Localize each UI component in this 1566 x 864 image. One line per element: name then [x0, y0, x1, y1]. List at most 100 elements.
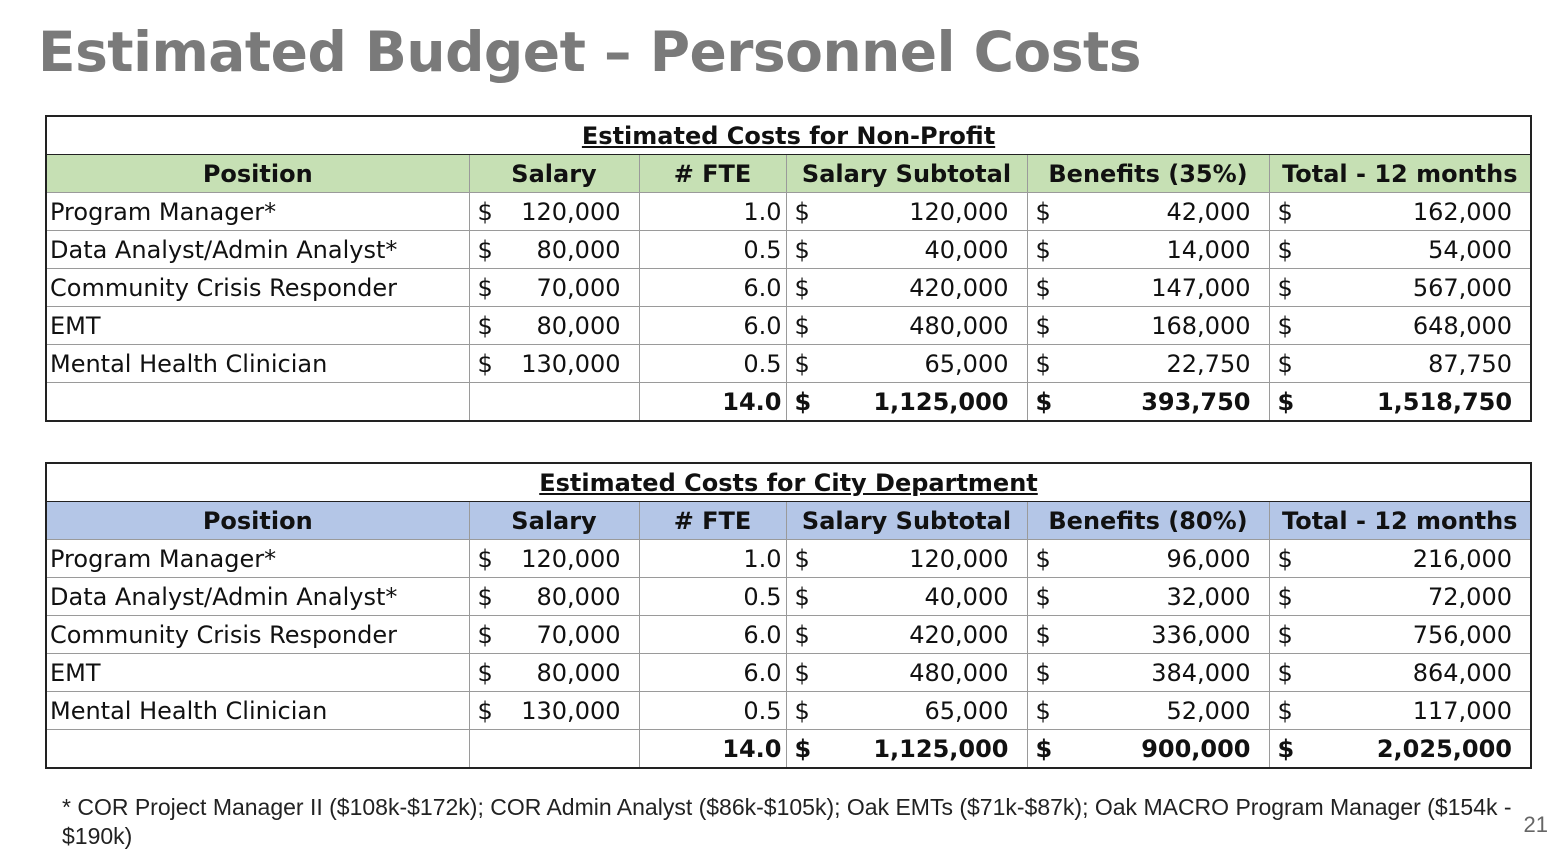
- fte-cell: 6.0: [638, 306, 787, 345]
- salary-cell: $120,000: [468, 539, 640, 578]
- salary-cell-value: 130,000: [521, 349, 621, 378]
- table-row: Data Analyst/Admin Analyst* $80,000 0.5 $40…: [45, 230, 1532, 269]
- total-subtotal-cell-wrap: $1,125,000: [787, 735, 1026, 763]
- subtotal-cell-value: 65,000: [924, 696, 1009, 725]
- currency-symbol: $: [1035, 582, 1051, 611]
- benefits-cell-value: 42,000: [1166, 197, 1251, 226]
- currency-symbol: $: [1035, 658, 1051, 687]
- subtotal-cell: $120,000: [785, 192, 1028, 231]
- currency-symbol: $: [477, 311, 493, 340]
- salary-cell-value: 130,000: [521, 696, 621, 725]
- subtotal-cell-wrap: $65,000: [787, 696, 1026, 725]
- currency-symbol: $: [477, 544, 493, 573]
- footnote: * COR Project Manager II ($108k-$172k); …: [62, 794, 1512, 849]
- total-cell-value: 216,000: [1412, 544, 1512, 573]
- totals-empty-cell: [45, 382, 470, 422]
- salary-cell: $80,000: [468, 306, 640, 345]
- benefits-cell-wrap: $32,000: [1028, 582, 1268, 611]
- table-row: Program Manager* $120,000 1.0 $120,000 $96,0…: [45, 539, 1532, 578]
- currency-symbol: $: [1277, 734, 1295, 763]
- currency-symbol: $: [1035, 349, 1051, 378]
- grand-total-cell: $2,025,000: [1268, 729, 1532, 769]
- total-cell: $117,000: [1268, 691, 1532, 730]
- benefits-cell-wrap: $14,000: [1028, 236, 1268, 264]
- benefits-cell: $384,000: [1026, 653, 1270, 692]
- total-cell: $864,000: [1268, 653, 1532, 692]
- currency-symbol: $: [477, 349, 493, 378]
- benefits-cell-value: 168,000: [1151, 311, 1251, 340]
- position-cell: Program Manager*: [45, 192, 470, 231]
- totals-empty-cell: [45, 729, 470, 769]
- column-header: Salary Subtotal: [785, 154, 1028, 193]
- total-cell: $648,000: [1268, 306, 1532, 345]
- table-row: Mental Health Clinician $130,000 0.5 $65,00…: [45, 691, 1532, 730]
- totals-row: 14.0 $1,125,000 $900,000 $2,025,000: [45, 729, 1532, 769]
- table-header-row: Position Salary # FTE Salary Subtotal Benefi…: [45, 154, 1532, 193]
- table-caption-row: Estimated Costs for City Department: [46, 463, 1531, 502]
- grand-total-cell-wrap: $2,025,000: [1270, 734, 1530, 763]
- subtotal-cell-value: 480,000: [909, 311, 1009, 340]
- benefits-cell-value: 32,000: [1166, 582, 1251, 611]
- subtotal-cell-value: 120,000: [909, 197, 1009, 226]
- salary-cell-wrap: $80,000: [470, 311, 638, 340]
- total-cell: $567,000: [1268, 268, 1532, 307]
- position-cell: Program Manager*: [45, 539, 470, 578]
- currency-symbol: $: [1035, 197, 1051, 226]
- benefits-cell-wrap: $384,000: [1028, 658, 1268, 687]
- total-cell-wrap: $216,000: [1270, 544, 1530, 573]
- subtotal-cell: $480,000: [785, 306, 1028, 345]
- benefits-cell: $336,000: [1026, 615, 1270, 654]
- currency-symbol: $: [1035, 620, 1051, 649]
- benefits-cell: $168,000: [1026, 306, 1270, 345]
- salary-cell: $80,000: [468, 230, 640, 269]
- total-cell-value: 756,000: [1412, 620, 1512, 649]
- table-row: EMT $80,000 6.0 $480,000 $168,000 $648,000: [45, 306, 1532, 345]
- total-cell-value: 162,000: [1412, 197, 1513, 226]
- total-subtotal-cell-value: 1,125,000: [873, 387, 1009, 416]
- currency-symbol: $: [1277, 197, 1293, 226]
- position-cell: Mental Health Clinician: [45, 344, 470, 383]
- currency-symbol: $: [1035, 696, 1051, 725]
- currency-symbol: $: [794, 620, 810, 649]
- total-cell-wrap: $648,000: [1270, 312, 1530, 340]
- subtotal-cell: $420,000: [785, 268, 1028, 307]
- currency-symbol: $: [1277, 273, 1293, 302]
- fte-cell: 0.5: [638, 577, 787, 616]
- column-header: Total - 12 months: [1268, 501, 1532, 540]
- salary-cell-value: 80,000: [536, 235, 621, 264]
- column-header: Benefits (35%): [1026, 154, 1270, 193]
- salary-cell-wrap: $80,000: [470, 658, 638, 687]
- total-cell-wrap: $117,000: [1270, 696, 1530, 725]
- salary-cell-wrap: $120,000: [470, 198, 638, 226]
- benefits-cell-wrap: $52,000: [1028, 696, 1268, 725]
- currency-symbol: $: [1277, 696, 1293, 725]
- salary-cell-wrap: $70,000: [470, 273, 638, 302]
- table-header-row: Position Salary # FTE Salary Subtotal Benefi…: [45, 501, 1532, 540]
- position-cell: EMT: [45, 306, 470, 345]
- total-benefits-cell: $900,000: [1026, 729, 1270, 769]
- benefits-cell: $32,000: [1026, 577, 1270, 616]
- currency-symbol: $: [1277, 349, 1293, 378]
- total-cell-wrap: $864,000: [1270, 659, 1530, 687]
- salary-cell-wrap: $80,000: [470, 235, 638, 264]
- currency-symbol: $: [1277, 582, 1293, 611]
- salary-cell-wrap: $130,000: [470, 696, 638, 725]
- total-cell: $87,750: [1268, 344, 1532, 383]
- table-row: Data Analyst/Admin Analyst* $80,000 0.5 $40…: [45, 577, 1532, 616]
- currency-symbol: $: [477, 273, 493, 302]
- salary-cell-value: 70,000: [536, 620, 621, 649]
- page-number: 21: [1523, 812, 1548, 837]
- benefits-cell-wrap: $42,000: [1028, 197, 1268, 226]
- benefits-cell: $52,000: [1026, 691, 1270, 730]
- fte-cell: 6.0: [638, 653, 787, 692]
- salary-cell: $130,000: [468, 691, 640, 730]
- total-cell-value: 117,000: [1412, 696, 1512, 725]
- total-benefits-cell-value: 900,000: [1141, 734, 1251, 763]
- salary-cell-value: 80,000: [536, 658, 621, 687]
- subtotal-cell-value: 40,000: [924, 235, 1009, 264]
- subtotal-cell: $65,000: [785, 691, 1028, 730]
- position-cell: Community Crisis Responder: [45, 615, 470, 654]
- total-cell: $54,000: [1268, 230, 1532, 269]
- column-header: Total - 12 months: [1268, 154, 1532, 193]
- salary-cell-value: 70,000: [536, 273, 621, 302]
